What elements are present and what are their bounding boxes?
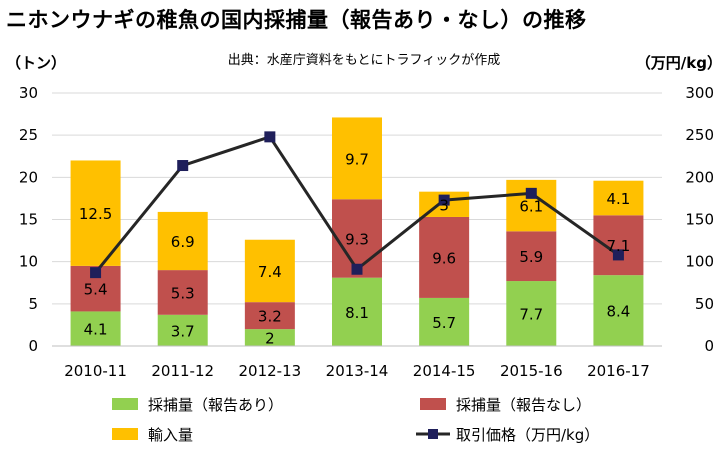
y-right-tick-label: 0 [704, 337, 714, 355]
legend-swatch [112, 398, 138, 410]
bar-data-label: 4.1 [84, 321, 108, 339]
legend-label: 輸入量 [148, 426, 193, 444]
legend-item: 取引価格（万円/kg） [416, 426, 599, 444]
bar-segment [157, 314, 208, 346]
y-right-unit: （万円/kg） [636, 54, 722, 72]
bar-segment [70, 160, 121, 266]
bar-data-label: 2 [265, 330, 275, 348]
x-tick-label: 2010-11 [64, 362, 127, 380]
bar-data-label: 7.4 [258, 263, 282, 281]
bar-segment [157, 270, 208, 315]
bar-data-label: 5.9 [519, 248, 543, 266]
y-right-tick-label: 300 [685, 84, 714, 102]
bar-segment [593, 215, 644, 276]
bar-segment [332, 277, 382, 346]
price-marker [177, 160, 189, 172]
bar-data-label: 9.7 [345, 150, 369, 168]
bar-segment [506, 281, 557, 346]
bar-segment [70, 311, 121, 346]
bar-data-label: 3.2 [258, 308, 282, 326]
bar-data-label: 8.1 [345, 304, 369, 322]
bar-data-label: 8.4 [606, 303, 630, 321]
y-right-tick-label: 100 [685, 253, 714, 271]
price-line-layer [90, 131, 624, 279]
legend-marker [428, 429, 438, 439]
bar-data-label: 5.4 [84, 281, 108, 299]
price-marker [525, 187, 537, 199]
bar-segment [419, 216, 470, 298]
legend-label: 取引価格（万円/kg） [456, 426, 599, 444]
bar-data-label: 9.3 [345, 230, 369, 248]
legend-swatch [112, 428, 138, 440]
data-label-layer: 4.1 5.4 12.5 3.7 5.3 6.9 2 3.2 7.4 8.1 9.3 9.7 5.7 9.… [79, 150, 630, 347]
bar-data-label: 7.1 [606, 237, 630, 255]
x-tick-label: 2011-12 [151, 362, 214, 380]
x-tick-label: 2013-14 [326, 362, 389, 380]
bar-data-label: 6.1 [519, 198, 543, 216]
bar-data-label: 7.7 [519, 306, 543, 324]
bar-segment [332, 117, 382, 200]
y-right-tick-label: 250 [685, 126, 714, 144]
bar-data-label: 12.5 [79, 205, 112, 223]
chart-subtitle: 出典：水産庁資料をもとにトラフィックが作成 [228, 52, 500, 68]
y-left-tick-label: 20 [19, 168, 38, 186]
bar-segment [244, 329, 295, 346]
bar-data-label: 5.3 [171, 284, 195, 302]
y-left-tick-label: 25 [19, 126, 38, 144]
bar-segment [593, 180, 644, 216]
y-left-tick-label: 5 [28, 295, 38, 313]
price-marker [438, 194, 450, 206]
bar-segment [157, 211, 208, 271]
price-marker [264, 131, 276, 143]
y-right-tick-label: 150 [685, 211, 714, 229]
legend: 採捕量（報告あり） 採捕量（報告なし） 輸入量 取引価格（万円/kg） [112, 396, 599, 444]
legend-label: 採捕量（報告なし） [456, 396, 591, 414]
price-marker [612, 249, 624, 261]
price-marker [351, 263, 363, 275]
y-left-tick-label: 30 [19, 84, 38, 102]
legend-item: 採捕量（報告なし） [420, 396, 591, 414]
bar-data-label: 9.6 [432, 249, 456, 267]
legend-swatch [420, 398, 446, 410]
bar-segment [244, 239, 295, 303]
y-left-tick-label: 15 [19, 211, 38, 229]
bar-data-label: 4.1 [606, 190, 630, 208]
chart-title: ニホンウナギの稚魚の国内採捕量（報告あり・なし）の推移 [6, 8, 587, 32]
y-right-tick-label: 200 [685, 168, 714, 186]
y-left-tick-label: 10 [19, 253, 38, 271]
x-tick-label: 2014-15 [413, 362, 476, 380]
bar-data-label: 3 [439, 196, 449, 214]
legend-item: 採捕量（報告あり） [112, 396, 283, 414]
bar-segment [593, 275, 644, 346]
bar-data-label: 5.7 [432, 314, 456, 332]
price-marker [90, 267, 102, 279]
y-left-unit: （トン） [6, 54, 66, 72]
x-tick-label: 2012-13 [239, 362, 302, 380]
x-tick-label: 2015-16 [500, 362, 563, 380]
bar-segment [419, 297, 470, 346]
bar-segment [244, 302, 295, 330]
legend-item: 輸入量 [112, 426, 193, 444]
y-left-tick-label: 0 [28, 337, 38, 355]
x-tick-label: 2016-17 [587, 362, 650, 380]
bar-data-label: 6.9 [171, 233, 195, 251]
y-right-tick-label: 50 [695, 295, 714, 313]
bar-data-label: 3.7 [171, 322, 195, 340]
legend-label: 採捕量（報告あり） [148, 396, 283, 414]
bar-segment [506, 231, 557, 282]
